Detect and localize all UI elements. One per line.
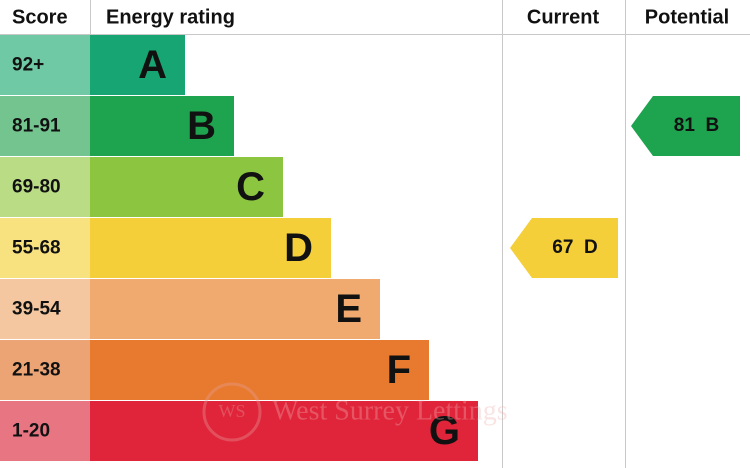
header-potential: Potential bbox=[645, 6, 729, 28]
score-cell bbox=[0, 218, 90, 278]
current-label: 67 D bbox=[552, 237, 597, 258]
rating-bar bbox=[90, 401, 478, 461]
rating-letter: A bbox=[138, 43, 167, 87]
rating-letter: G bbox=[429, 409, 460, 453]
watermark-logo: WS bbox=[219, 401, 246, 421]
score-label: 81-91 bbox=[12, 116, 61, 137]
potential-value: 81 bbox=[674, 115, 696, 136]
rating-letter: E bbox=[335, 287, 362, 331]
score-cell bbox=[0, 279, 90, 339]
rating-letter: B bbox=[187, 104, 216, 148]
watermark: WS West Surrey Lettings bbox=[202, 382, 508, 442]
score-label: 1-20 bbox=[12, 421, 50, 442]
potential-label: 81 B bbox=[674, 115, 719, 136]
current-arrow bbox=[510, 218, 618, 278]
potential-arrow bbox=[631, 96, 740, 156]
score-label: 69-80 bbox=[12, 177, 61, 198]
rating-letter: C bbox=[236, 165, 265, 209]
current-letter: D bbox=[584, 237, 598, 258]
score-cell bbox=[0, 401, 90, 461]
rating-letter: D bbox=[284, 226, 313, 270]
rating-bar bbox=[90, 279, 380, 339]
watermark-logo-circle bbox=[202, 382, 262, 442]
header-score: Score bbox=[12, 6, 68, 28]
rating-bar bbox=[90, 157, 283, 217]
score-cell bbox=[0, 96, 90, 156]
potential-letter: B bbox=[705, 115, 719, 136]
score-label: 21-38 bbox=[12, 360, 61, 381]
score-cell bbox=[0, 157, 90, 217]
score-label: 55-68 bbox=[12, 238, 61, 259]
score-cell bbox=[0, 35, 90, 95]
rating-bar bbox=[90, 35, 185, 95]
score-cell bbox=[0, 340, 90, 400]
rating-bar bbox=[90, 340, 429, 400]
watermark-text: West Surrey Lettings bbox=[272, 395, 508, 426]
score-label: 92+ bbox=[12, 55, 44, 76]
rating-bar bbox=[90, 96, 234, 156]
header-current: Current bbox=[527, 6, 600, 28]
current-value: 67 bbox=[552, 237, 573, 258]
rating-letter: F bbox=[387, 348, 411, 392]
score-label: 39-54 bbox=[12, 299, 61, 320]
rating-bar bbox=[90, 218, 331, 278]
header-rating: Energy rating bbox=[106, 6, 235, 28]
